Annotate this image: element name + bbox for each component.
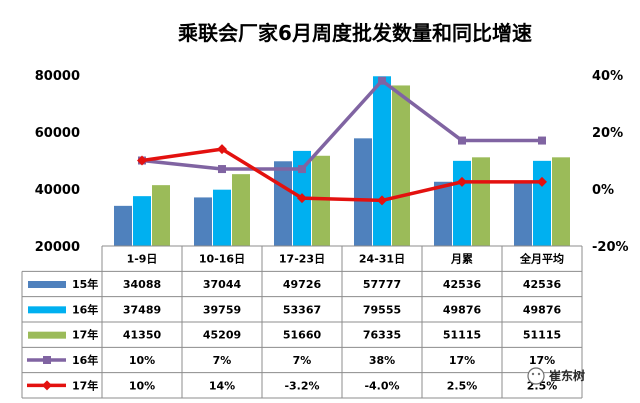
bar xyxy=(392,85,410,246)
y2-tick-label: -20% xyxy=(592,240,629,255)
bar xyxy=(152,185,170,246)
data-label: 76335 xyxy=(363,329,401,342)
line-point xyxy=(457,176,467,187)
data-label: 34088 xyxy=(123,278,161,291)
line-point xyxy=(297,193,307,204)
data-label: 38% xyxy=(369,354,395,367)
bar xyxy=(133,196,151,246)
data-label: -4.0% xyxy=(364,379,399,392)
bar xyxy=(373,76,391,246)
data-label: 39759 xyxy=(203,303,241,316)
bar xyxy=(434,181,452,246)
bar xyxy=(453,160,471,246)
data-label: 49876 xyxy=(443,303,482,316)
bar xyxy=(533,160,551,246)
data-label: 42536 xyxy=(523,278,562,291)
legend-label: 16年 xyxy=(72,353,98,367)
y-axis-right: 40% 20% 0% -20% xyxy=(592,69,629,255)
line-point xyxy=(458,136,466,145)
legend-key xyxy=(28,331,66,339)
line-point xyxy=(378,76,386,85)
y2-tick-label: 20% xyxy=(592,126,623,141)
data-label: 14% xyxy=(209,379,235,392)
bar xyxy=(312,155,330,246)
y2-tick-label: 40% xyxy=(592,69,623,84)
legend-label: 17年 xyxy=(72,328,98,342)
wechat-icon-eye-left xyxy=(531,372,535,376)
line-point xyxy=(298,165,306,174)
data-label: 7% xyxy=(293,354,312,367)
data-label: 7% xyxy=(213,354,232,367)
y-tick-label: 60000 xyxy=(35,126,80,141)
data-label: 41350 xyxy=(123,329,162,342)
y-tick-label: 40000 xyxy=(35,183,80,198)
wechat-icon-eye-right xyxy=(537,372,541,376)
line-point xyxy=(377,195,387,206)
data-label: 10% xyxy=(129,379,155,392)
category-label: 10-16日 xyxy=(199,253,245,266)
bar xyxy=(114,205,132,246)
category-label: 1-9日 xyxy=(127,253,158,266)
data-label: 49876 xyxy=(523,303,562,316)
data-label: 79555 xyxy=(363,303,401,316)
line-point xyxy=(538,136,546,145)
bar xyxy=(354,138,372,246)
y-axis-left: 20000 40000 60000 80000 xyxy=(35,69,80,255)
data-label: 49726 xyxy=(283,278,322,291)
category-label: 月累 xyxy=(450,253,473,266)
line-series xyxy=(137,76,547,206)
data-label: 37489 xyxy=(123,303,161,316)
legend-key xyxy=(28,306,66,314)
bar xyxy=(514,181,532,246)
category-label: 17-23日 xyxy=(279,253,325,266)
data-label: 57777 xyxy=(363,278,401,291)
data-label: 10% xyxy=(129,354,155,367)
bar xyxy=(274,161,292,246)
line-point xyxy=(217,144,227,155)
bar xyxy=(213,189,231,246)
line-point xyxy=(137,155,147,166)
legend-label: 17年 xyxy=(72,378,98,392)
bar xyxy=(472,157,490,246)
data-label: 17% xyxy=(449,354,475,367)
bar-series xyxy=(114,76,570,246)
watermark: 崔东树 xyxy=(527,367,585,385)
category-label: 24-31日 xyxy=(359,253,405,266)
y-tick-label: 20000 xyxy=(35,240,80,255)
data-label: -3.2% xyxy=(284,379,319,392)
wechat-icon xyxy=(527,367,545,385)
bar xyxy=(194,197,212,246)
legend-key-marker xyxy=(43,356,51,364)
data-label: 2.5% xyxy=(447,379,478,392)
data-label: 17% xyxy=(529,354,555,367)
y2-tick-label: 0% xyxy=(592,183,614,198)
series-line xyxy=(141,147,542,203)
legend-label: 16年 xyxy=(72,302,98,316)
line-point xyxy=(537,176,547,187)
data-label: 42536 xyxy=(443,278,482,291)
legend-key xyxy=(28,281,66,288)
data-label: 45209 xyxy=(203,329,241,342)
chart-title: 乘联会厂家6月周度批发数量和同比增速 xyxy=(177,21,532,45)
series-line xyxy=(141,78,542,171)
legend-key-marker xyxy=(42,380,52,391)
line-point xyxy=(218,165,226,174)
y-tick-label: 80000 xyxy=(35,69,80,84)
data-table: 1-9日 10-16日 17-23日 24-31日 月累 全月平均 15年 34088 3704… xyxy=(21,245,583,399)
bar xyxy=(552,157,570,246)
category-label: 全月平均 xyxy=(519,252,564,266)
bar xyxy=(232,174,250,246)
data-label: 53367 xyxy=(283,303,321,316)
legend-label: 15年 xyxy=(72,277,98,291)
watermark-text: 崔东树 xyxy=(549,368,585,383)
data-label: 51115 xyxy=(443,329,481,342)
data-label: 37044 xyxy=(203,278,242,291)
data-label: 51660 xyxy=(283,329,322,342)
data-label: 51115 xyxy=(523,329,561,342)
